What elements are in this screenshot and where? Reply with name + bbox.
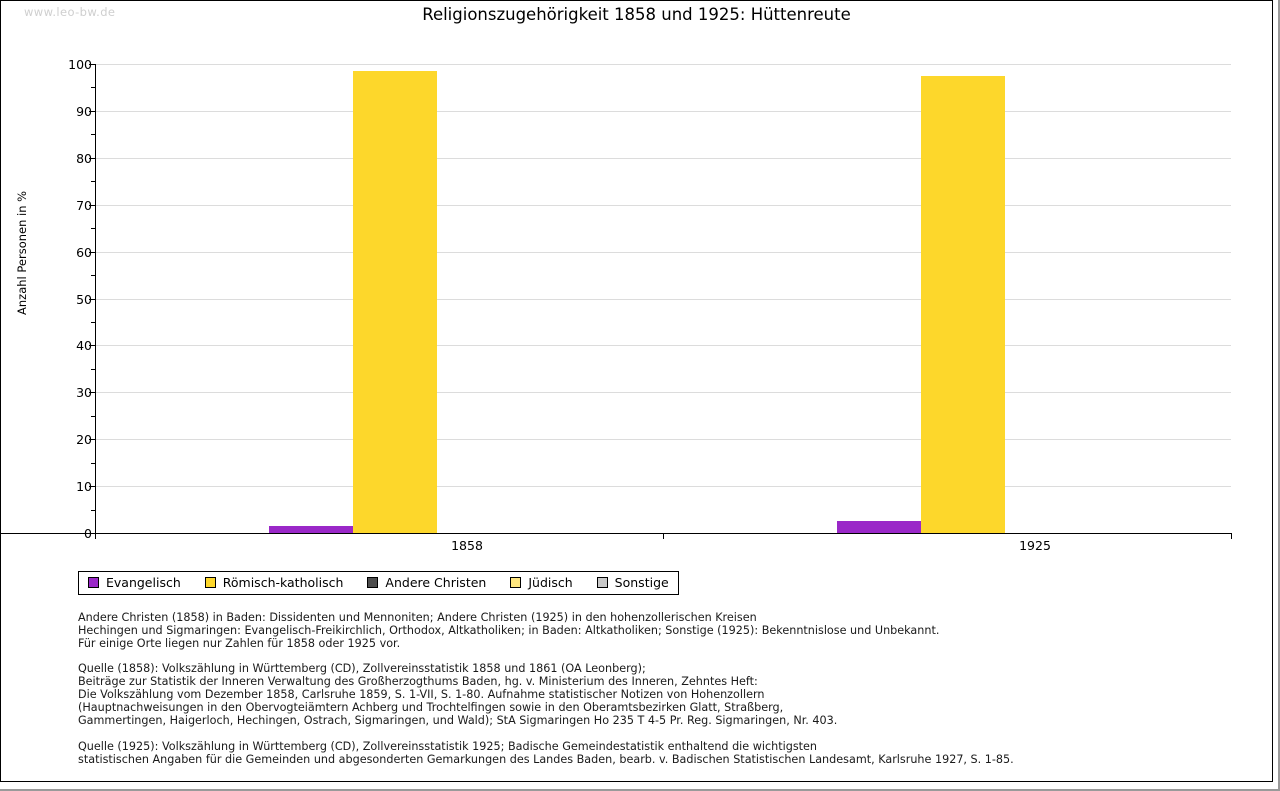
legend-swatch-icon — [88, 577, 99, 588]
x-tick — [95, 533, 96, 539]
y-tick — [89, 110, 95, 112]
x-tick-label: 1925 — [1019, 538, 1051, 553]
y-tick-minor — [91, 509, 95, 511]
y-tick-label: 40 — [76, 338, 92, 354]
y-tick-label: 50 — [76, 291, 92, 307]
bar-evangelisch-1858 — [269, 525, 353, 533]
legend-swatch-icon — [596, 577, 608, 588]
y-tick-minor — [91, 368, 95, 370]
y-tick-minor — [91, 415, 95, 417]
y-tick — [89, 439, 95, 441]
y-tick — [89, 204, 95, 206]
gridline — [95, 345, 1231, 347]
y-axis-line — [95, 64, 96, 534]
y-tick-minor — [91, 134, 95, 136]
x-tick — [1231, 533, 1232, 539]
y-tick — [89, 251, 95, 253]
gridline — [95, 204, 1231, 206]
watermark: www.leo-bw.de — [24, 5, 116, 19]
y-tick-label: 0 — [84, 526, 92, 541]
footnote-source-1858: Quelle (1858): Volkszählung in Württembe… — [78, 662, 838, 727]
legend-label: Andere Christen — [385, 575, 487, 590]
y-tick-label: 20 — [76, 432, 92, 448]
y-tick — [89, 345, 95, 347]
legend-label: Römisch-katholisch — [222, 575, 344, 590]
y-tick-label: 30 — [76, 385, 92, 401]
legend-item-evangelisch[interactable]: Evangelisch — [88, 575, 181, 590]
gridline — [95, 64, 1231, 65]
chart-legend: Evangelisch Römisch-katholisch Andere Chri… — [78, 571, 679, 595]
y-tick — [89, 157, 95, 159]
x-tick-label: 1858 — [451, 538, 483, 553]
y-tick — [89, 298, 95, 300]
y-tick-label: 70 — [76, 197, 92, 213]
gridline — [95, 439, 1231, 441]
bar-evangelisch-1925 — [837, 521, 921, 533]
y-tick — [89, 486, 95, 488]
gridline — [95, 110, 1231, 112]
y-tick-minor — [91, 87, 95, 89]
y-tick-label: 90 — [76, 103, 92, 119]
footnote-source-1925: Quelle (1925): Volkszählung in Württembe… — [78, 740, 1014, 766]
y-axis-title: Anzahl Personen in % — [15, 190, 29, 315]
plot-area — [95, 64, 1231, 533]
y-tick-minor — [91, 181, 95, 183]
y-tick-label: 60 — [76, 244, 92, 260]
gridline — [95, 486, 1231, 488]
legend-label: Jüdisch — [528, 575, 573, 590]
gridline — [95, 251, 1231, 253]
y-tick-minor — [91, 275, 95, 277]
footnote-definitions: Andere Christen (1858) in Baden: Disside… — [78, 611, 940, 650]
y-tick-minor — [91, 321, 95, 323]
legend-item-sonstige[interactable]: Sonstige — [596, 575, 669, 590]
x-axis-line — [0, 533, 1232, 534]
legend-label: Sonstige — [614, 575, 669, 590]
y-tick — [89, 392, 95, 394]
y-tick-label: 10 — [76, 479, 92, 495]
legend-item-r-misch-katholisch[interactable]: Römisch-katholisch — [204, 575, 344, 590]
x-tick — [663, 533, 664, 539]
bar-r-misch-katholisch-1925 — [921, 75, 1005, 533]
legend-label: Evangelisch — [106, 575, 181, 590]
gridline — [95, 392, 1231, 394]
gridline — [95, 298, 1231, 300]
legend-swatch-icon — [367, 577, 379, 588]
gridline — [95, 157, 1231, 159]
legend-swatch-icon — [204, 577, 216, 588]
y-tick-minor — [91, 228, 95, 230]
y-tick-label: 80 — [76, 150, 92, 166]
legend-swatch-icon — [510, 577, 522, 588]
y-tick-label: 100 — [68, 57, 92, 72]
y-tick — [89, 64, 95, 65]
bar-r-misch-katholisch-1858 — [353, 71, 437, 533]
page-title: Religionszugehörigkeit 1858 und 1925: Hü… — [422, 5, 851, 24]
legend-item-j-disch[interactable]: Jüdisch — [510, 575, 573, 590]
y-tick — [89, 533, 95, 534]
legend-item-andere-christen[interactable]: Andere Christen — [367, 575, 486, 590]
y-tick-minor — [91, 462, 95, 464]
